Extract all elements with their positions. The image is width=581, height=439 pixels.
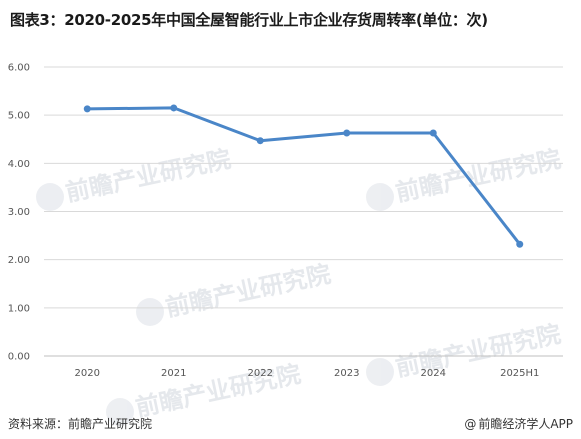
watermark-logo-icon (106, 398, 134, 426)
data-point (516, 240, 524, 248)
y-tick-label: 5.00 (8, 111, 30, 122)
watermark-text: 前瞻产业研究院 (63, 145, 233, 207)
y-tick-label: 2.00 (8, 255, 30, 266)
data-point (83, 105, 91, 113)
y-tick-label: 6.00 (8, 63, 30, 74)
watermark: 前瞻产业研究院 (366, 145, 563, 211)
chart-title: 图表3：2020-2025年中国全屋智能行业上市企业存货周转率(单位：次) (10, 11, 488, 29)
x-tick-label: 2025H1 (500, 368, 539, 379)
watermark-logo-icon (36, 183, 64, 211)
watermark: 前瞻产业研究院 (136, 260, 333, 326)
data-point (170, 104, 178, 112)
y-tick-label: 0.00 (8, 352, 30, 363)
watermark-logo-icon (366, 358, 394, 386)
watermark-logo-icon (366, 183, 394, 211)
series-line (85, 106, 522, 246)
x-tick-label: 2024 (421, 368, 446, 379)
grid-lines (44, 66, 563, 357)
brand-credit: @ 前瞻经济学人APP (464, 415, 573, 432)
source-note: 资料来源：前瞻产业研究院 (8, 417, 153, 431)
watermark: 前瞻产业研究院 (36, 145, 233, 211)
data-point (429, 129, 437, 137)
x-tick-label: 2022 (248, 368, 273, 379)
data-point (256, 137, 264, 145)
watermark-text: 前瞻产业研究院 (393, 145, 563, 207)
brand-name: 前瞻经济学人APP (478, 417, 573, 431)
y-tick-label: 3.00 (8, 207, 30, 218)
y-tick-label: 1.00 (8, 303, 30, 314)
x-tick-label: 2021 (161, 368, 186, 379)
data-point (343, 129, 351, 137)
x-axis-ticks: 2020 2021 2022 2023 2024 2025H1 (75, 368, 540, 379)
brand-at-icon: @ (464, 417, 477, 431)
y-tick-label: 4.00 (8, 159, 30, 170)
series-layer (83, 104, 524, 248)
watermark-logo-icon (136, 298, 164, 326)
x-tick-label: 2023 (334, 368, 359, 379)
x-tick-label: 2020 (75, 368, 100, 379)
y-axis-ticks: 0.00 1.00 2.00 3.00 4.00 5.00 6.00 (8, 63, 30, 363)
watermark-text: 前瞻产业研究院 (163, 260, 333, 322)
watermark-text: 前瞻产业研究院 (133, 360, 303, 422)
